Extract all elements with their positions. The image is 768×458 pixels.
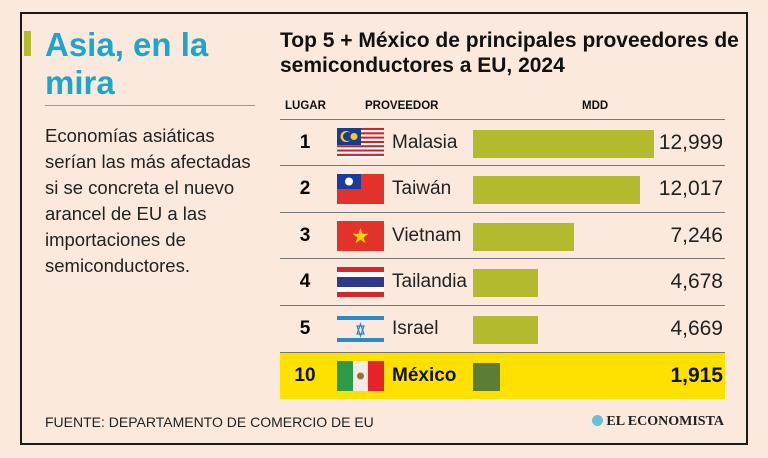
- row-divider: [280, 305, 725, 306]
- thailand-flag-icon: [337, 267, 384, 297]
- header-rank: LUGAR: [285, 100, 326, 112]
- table-row: 10 México 1,915: [280, 353, 725, 399]
- chart-title: Top 5 + México de principales proveedore…: [280, 29, 739, 77]
- row-divider: [280, 212, 725, 213]
- row-divider: [280, 165, 725, 166]
- mexico-flag-icon: [337, 361, 384, 391]
- accent-bar: [24, 31, 31, 56]
- row-divider: [280, 258, 725, 259]
- bar-Vietnam: [473, 223, 574, 251]
- logo-icon: [592, 415, 604, 426]
- row-divider: [280, 352, 725, 353]
- rank: 4: [299, 271, 311, 292]
- table-row: 4 Tailandia 4,678: [280, 259, 725, 305]
- malaysia-flag-icon: [337, 128, 384, 159]
- row-divider: [280, 119, 725, 120]
- value-label: 1,915: [670, 364, 723, 387]
- headline: Asia, en la mira: [45, 26, 209, 101]
- rank: 5: [299, 318, 311, 339]
- header-value: MDD: [582, 100, 609, 112]
- table-row: 3 Vietnam 7,246: [280, 213, 725, 259]
- rank: 10: [294, 365, 316, 386]
- value-label: 4,678: [670, 270, 723, 293]
- bar-Taiwán: [473, 176, 641, 204]
- description: Economías asiáticas serían las más afect…: [45, 125, 251, 276]
- source: FUENTE: DEPARTAMENTO DE COMERCIO DE EU: [45, 414, 374, 430]
- value-label: 7,246: [670, 224, 723, 247]
- provider-name: Taiwán: [392, 178, 452, 199]
- rank: 1: [299, 132, 311, 153]
- divider: [45, 105, 255, 106]
- header-provider: PROVEEDOR: [365, 100, 439, 112]
- provider-name: Vietnam: [392, 225, 462, 246]
- value-label: 12,999: [658, 131, 723, 154]
- provider-name: Tailandia: [392, 271, 467, 292]
- frame: [20, 12, 748, 445]
- israel-flag-icon: [337, 314, 384, 344]
- bar-México: [473, 363, 500, 391]
- provider-name: México: [392, 365, 457, 386]
- provider-name: Israel: [392, 318, 439, 339]
- logo-text: EL ECONOMISTA: [606, 414, 724, 429]
- table-row: 1 Malasia 12,999: [280, 120, 725, 166]
- bar-Malasia: [473, 130, 654, 158]
- table-row: 2 Taiwán 12,017: [280, 166, 725, 212]
- table-row: 5 Israel 4,669: [280, 306, 725, 352]
- rank: 3: [299, 225, 311, 246]
- rank: 2: [299, 178, 311, 199]
- logo: EL ECONOMISTA: [592, 414, 724, 430]
- value-label: 4,669: [670, 317, 723, 340]
- bar-Tailandia: [473, 269, 539, 297]
- taiwan-flag-icon: [337, 174, 384, 204]
- provider-name: Malasia: [392, 132, 458, 153]
- value-label: 12,017: [658, 177, 723, 200]
- vietnam-flag-icon: [337, 221, 384, 251]
- bar-Israel: [473, 316, 538, 344]
